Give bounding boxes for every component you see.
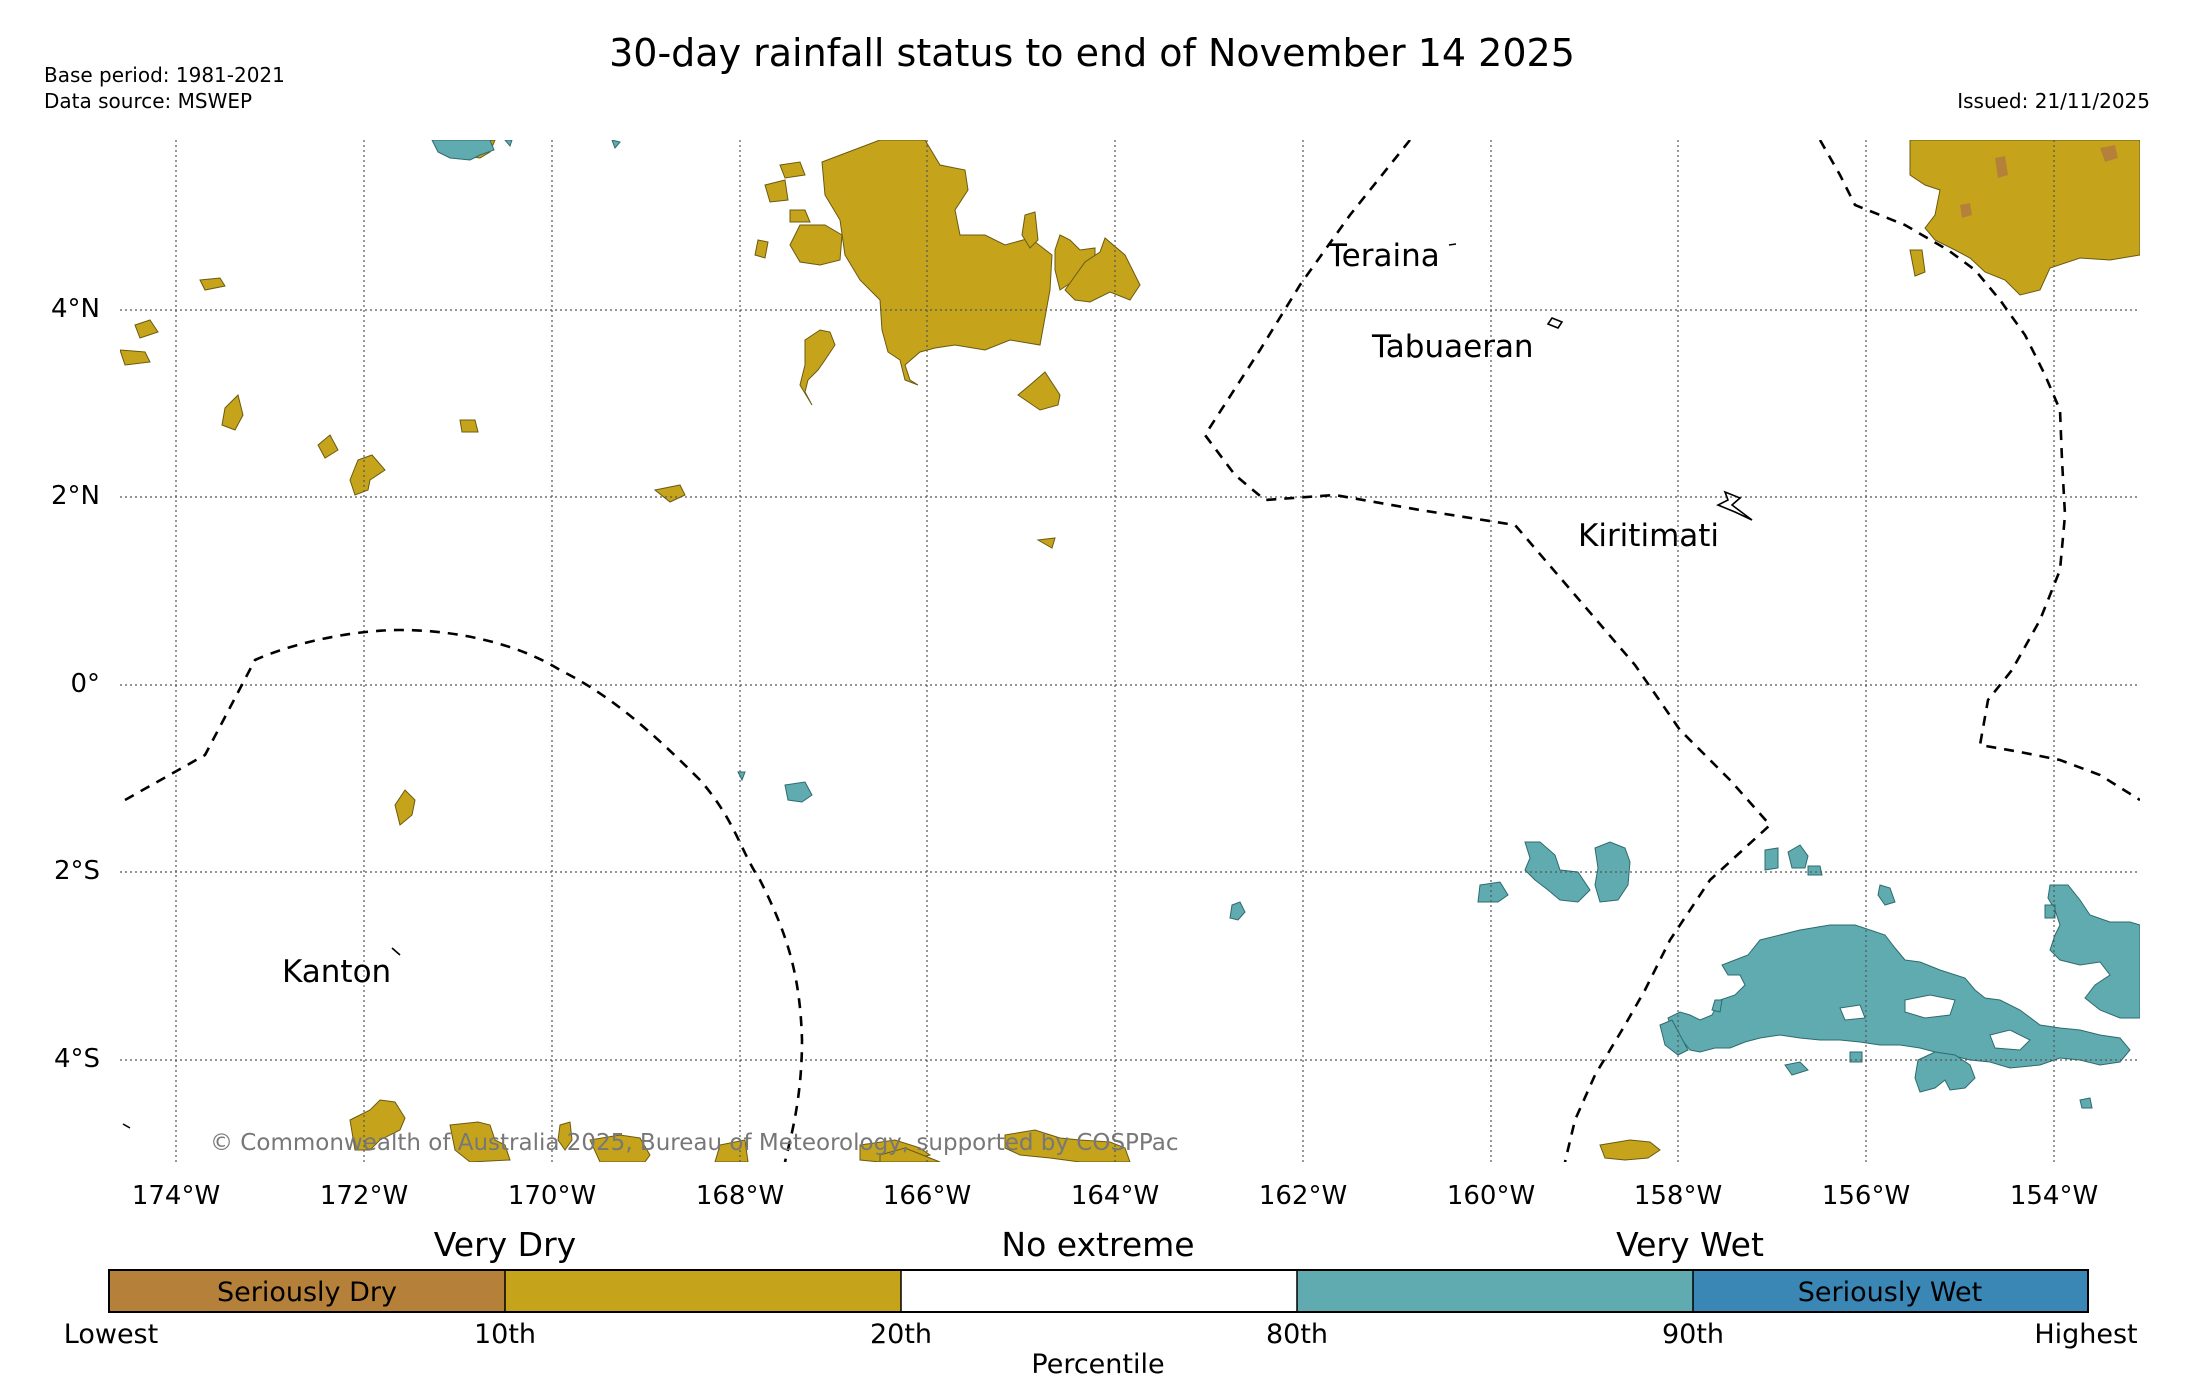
legend-bin-label-seriously-dry: Seriously Dry xyxy=(217,1277,397,1308)
x-tick-label: 172°W xyxy=(320,1181,408,1211)
map-edge-mark xyxy=(122,1123,131,1129)
x-tick-label: 170°W xyxy=(508,1181,596,1211)
place-label-kanton: Kanton xyxy=(282,954,391,990)
y-axis-ticks: 4°N 2°N 0° 2°S 4°S xyxy=(51,294,100,1074)
figure-title: 30-day rainfall status to end of Novembe… xyxy=(609,31,1575,75)
very-wet-regions xyxy=(431,140,2140,1109)
very-dry-regions xyxy=(120,140,2140,1162)
legend-tick-label: 10th xyxy=(474,1319,536,1350)
x-tick-label: 162°W xyxy=(1259,1181,1347,1211)
base-period: Base period: 1981-2021 xyxy=(44,63,285,87)
legend-colorbar: Very Dry No extreme Very Wet Seriously D… xyxy=(64,1225,2138,1380)
x-tick-label: 158°W xyxy=(1634,1181,1722,1211)
y-tick-label: 4°N xyxy=(51,294,100,324)
x-tick-label: 168°W xyxy=(696,1181,784,1211)
issued-date: Issued: 21/11/2025 xyxy=(1957,89,2150,113)
legend-frame xyxy=(108,1269,2089,1313)
x-tick-label: 164°W xyxy=(1071,1181,1159,1211)
map-panel: Teraina Tabuaeran Kiritimati Kanton © Co… xyxy=(51,140,2140,1211)
legend-tick-label: Lowest xyxy=(64,1319,158,1350)
legend-tick-label: Highest xyxy=(2034,1319,2137,1350)
graticule xyxy=(120,140,2140,1162)
x-tick-label: 154°W xyxy=(2010,1181,2098,1211)
wet-region-gaps xyxy=(1839,994,2031,1051)
legend-axis-label: Percentile xyxy=(1031,1349,1164,1380)
y-tick-label: 2°N xyxy=(51,481,100,511)
legend-percentile-ticks: Lowest 10th 20th 80th 90th Highest xyxy=(64,1319,2138,1350)
legend-group-very-wet: Very Wet xyxy=(1616,1225,1764,1264)
legend-bin-seriously-dry xyxy=(109,1270,505,1312)
x-tick-label: 174°W xyxy=(132,1181,220,1211)
legend-group-no-extreme: No extreme xyxy=(1001,1225,1194,1264)
x-tick-label: 166°W xyxy=(883,1181,971,1211)
y-tick-label: 4°S xyxy=(54,1044,100,1074)
legend-bin-dividers xyxy=(504,1270,1694,1312)
legend-group-very-dry: Very Dry xyxy=(434,1225,576,1264)
y-tick-label: 0° xyxy=(70,669,100,699)
x-axis-ticks: 174°W 172°W 170°W 168°W 166°W 164°W 162°… xyxy=(132,1181,2098,1211)
legend-bin-very-dry xyxy=(505,1270,901,1312)
island-outlines xyxy=(391,243,1753,956)
legend-bin-very-wet xyxy=(1297,1270,1693,1312)
x-tick-label: 160°W xyxy=(1447,1181,1535,1211)
x-tick-label: 156°W xyxy=(1822,1181,1910,1211)
legend-bin-label-seriously-wet: Seriously Wet xyxy=(1798,1277,1982,1308)
legend-tick-label: 90th xyxy=(1662,1319,1724,1350)
legend-tick-label: 80th xyxy=(1266,1319,1328,1350)
y-tick-label: 2°S xyxy=(54,856,100,886)
legend-tick-label: 20th xyxy=(870,1319,932,1350)
place-label-tabuaeran: Tabuaeran xyxy=(1371,329,1534,365)
eez-boundaries xyxy=(124,140,2140,1162)
data-source: Data source: MSWEP xyxy=(44,89,252,113)
copyright-notice: © Commonwealth of Australia 2025, Bureau… xyxy=(210,1130,1179,1156)
seriously-dry-regions xyxy=(1960,145,2118,218)
place-label-kiritimati: Kiritimati xyxy=(1578,518,1719,554)
legend-bin-seriously-wet xyxy=(1693,1270,2088,1312)
place-label-teraina: Teraina xyxy=(1327,238,1440,274)
legend-bin-no-extreme xyxy=(901,1270,1297,1312)
